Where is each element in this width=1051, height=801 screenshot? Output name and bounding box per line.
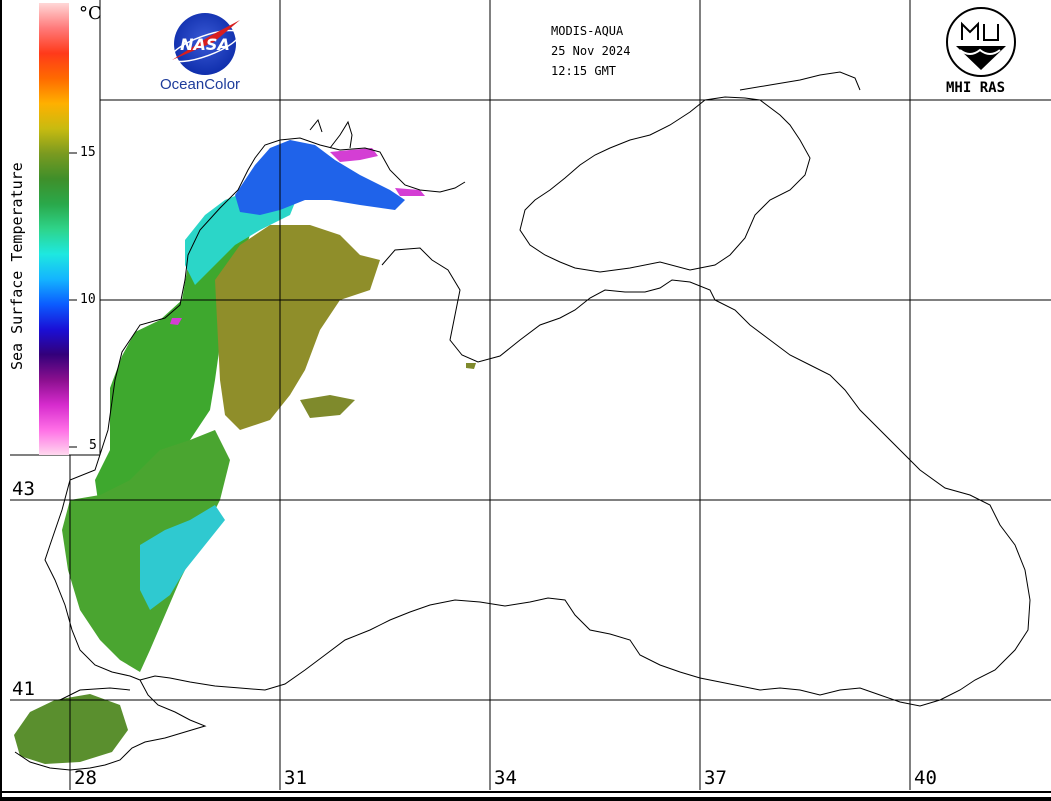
coastline-east xyxy=(699,299,1031,707)
lat-label-43: 43 xyxy=(12,478,35,500)
lat-label-41: 41 xyxy=(12,678,35,700)
coastline xyxy=(14,71,1031,771)
coastline-west-north xyxy=(49,137,466,546)
sensor-label: MODIS-AQUA xyxy=(551,24,624,38)
sst-bosporus-area xyxy=(14,694,128,764)
sst-warm-core xyxy=(215,225,380,430)
lon-label-40: 40 xyxy=(914,767,937,789)
colorbar-tick-15: 15 xyxy=(80,145,96,160)
coastline-crimea xyxy=(381,247,716,363)
mhi-logo xyxy=(946,7,1016,77)
colorbar-tick-5: 5 xyxy=(89,438,97,453)
coastline-west-south xyxy=(44,544,141,681)
time-label: 12:15 GMT xyxy=(551,64,617,78)
colorbar xyxy=(39,3,77,455)
nasa-logo: NASA xyxy=(170,13,240,75)
mhi-label: MHI RAS xyxy=(946,80,1006,96)
coastline-south xyxy=(139,597,701,691)
nasa-subtitle: OceanColor xyxy=(160,76,241,93)
coastline-bosporus-marmara xyxy=(14,679,207,771)
grid-lines xyxy=(10,0,1051,790)
sst-field xyxy=(14,140,476,764)
date-label: 25 Nov 2024 xyxy=(551,44,631,58)
sst-olive-specks xyxy=(300,363,476,418)
coastline-azov-sea xyxy=(519,96,811,273)
lon-label-34: 34 xyxy=(494,767,517,789)
colorbar-title: Sea Surface Temperature xyxy=(8,162,26,370)
lon-label-31: 31 xyxy=(284,767,307,789)
coastline-north-azov xyxy=(309,118,353,149)
sst-cyan-scatter xyxy=(140,505,225,610)
sst-blue-north xyxy=(235,140,405,215)
colorbar-gradient xyxy=(39,3,69,455)
coastline-azov-north-spit xyxy=(739,71,861,91)
lon-label-28: 28 xyxy=(74,767,97,789)
colorbar-tick-10: 10 xyxy=(80,292,96,307)
colorbar-unit: °C xyxy=(79,3,102,24)
lon-label-37: 37 xyxy=(704,767,727,789)
nasa-logo-text: NASA xyxy=(180,35,230,54)
